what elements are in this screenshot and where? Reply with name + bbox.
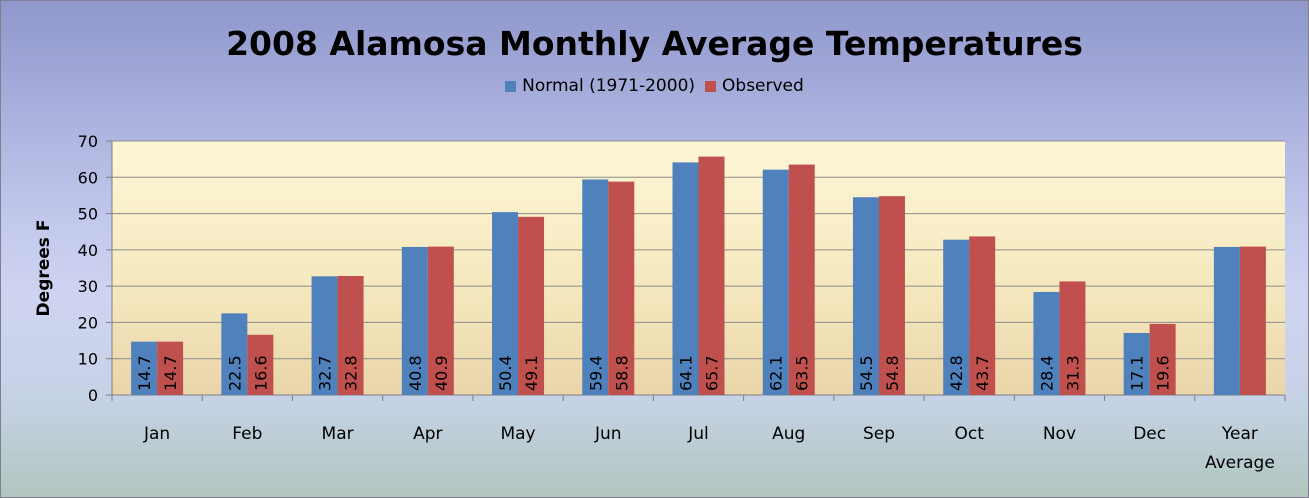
bar-observed: [247, 334, 274, 395]
x-tick-label: Jul: [687, 424, 709, 444]
bar-normal: [762, 169, 789, 395]
legend-item-normal: Normal (1971-2000): [505, 76, 695, 96]
x-tick-label: Jan: [143, 424, 170, 444]
bar-normal: [943, 239, 970, 395]
bar-normal: [582, 179, 609, 395]
y-tick-label: 30: [78, 277, 98, 296]
x-tick-label: Apr: [413, 424, 442, 444]
data-label: 54.8: [883, 355, 902, 391]
data-label: 59.4: [586, 355, 605, 391]
data-label: 28.4: [1037, 355, 1056, 391]
data-label: 43.7: [973, 355, 992, 391]
bar-observed: [1149, 323, 1176, 395]
data-label: 32.8: [342, 355, 361, 391]
data-label: 42.8: [947, 355, 966, 391]
bar-observed: [518, 216, 545, 395]
bar-observed: [608, 181, 635, 395]
bar-normal: [311, 276, 338, 395]
y-tick-label: 50: [78, 205, 98, 224]
y-tick-label: 70: [78, 132, 98, 151]
x-tick-label: Nov: [1043, 424, 1076, 444]
bar-normal: [1033, 291, 1060, 395]
legend-swatch-observed: [705, 80, 717, 92]
bar-observed: [1239, 246, 1266, 395]
data-label: 63.5: [793, 355, 812, 391]
data-label: 49.1: [522, 355, 541, 391]
bar-normal: [221, 313, 248, 395]
bar-observed: [969, 236, 996, 395]
data-label: 17.1: [1128, 355, 1147, 391]
bar-observed: [337, 275, 364, 395]
data-label: 40.8: [406, 355, 425, 391]
x-tick-label: May: [500, 424, 535, 444]
y-tick-label: 40: [78, 241, 98, 260]
data-label: 62.1: [767, 355, 786, 391]
legend-swatch-normal: [505, 80, 517, 92]
x-tick-label: Mar: [322, 424, 354, 444]
bar-observed: [1059, 281, 1086, 395]
x-tick-label: Dec: [1133, 424, 1166, 444]
legend-item-observed: Observed: [705, 76, 804, 96]
bar-observed: [698, 156, 725, 395]
legend-label-normal: Normal (1971-2000): [522, 76, 696, 96]
data-label: 50.4: [496, 355, 515, 391]
x-tick-label: Feb: [232, 424, 262, 444]
data-label: 32.7: [316, 355, 335, 391]
bar-normal: [492, 212, 519, 395]
bar-normal: [672, 162, 699, 395]
data-label: 19.6: [1154, 355, 1173, 391]
x-tick-label: Oct: [954, 424, 984, 444]
y-tick-label: 60: [78, 168, 98, 187]
data-label: 65.7: [703, 355, 722, 391]
x-tick-label: Sep: [863, 424, 895, 444]
data-label: 54.5: [857, 355, 876, 391]
bar-normal: [401, 246, 428, 395]
bar-observed: [427, 246, 454, 395]
x-tick-label: Aug: [772, 424, 805, 444]
data-label: 58.8: [612, 355, 631, 391]
bar-normal: [852, 197, 879, 395]
y-tick-label: 10: [78, 350, 98, 369]
data-label: 64.1: [677, 355, 696, 391]
y-tick-label: 20: [78, 313, 98, 332]
x-tick-label: Jun: [594, 424, 622, 444]
chart-title: 2008 Alamosa Monthly Average Temperature…: [226, 24, 1083, 63]
chart-legend: Normal (1971-2000) Observed: [0, 76, 1309, 96]
data-label: 40.9: [432, 355, 451, 391]
bar-normal: [1123, 332, 1150, 395]
y-tick-label: 0: [88, 386, 98, 405]
bar-normal: [131, 341, 158, 395]
bar-observed: [878, 196, 905, 395]
bar-observed: [157, 341, 184, 395]
x-tick-label: Year: [1221, 424, 1258, 444]
data-label: 31.3: [1063, 355, 1082, 391]
data-label: 14.7: [161, 355, 180, 391]
data-label: 16.6: [251, 355, 270, 391]
data-label: 22.5: [225, 355, 244, 391]
bar-observed: [788, 164, 815, 395]
data-label: 14.7: [135, 355, 154, 391]
bar-normal: [1213, 246, 1240, 395]
x-tick-label: Average: [1205, 453, 1275, 473]
legend-label-observed: Observed: [722, 76, 804, 96]
